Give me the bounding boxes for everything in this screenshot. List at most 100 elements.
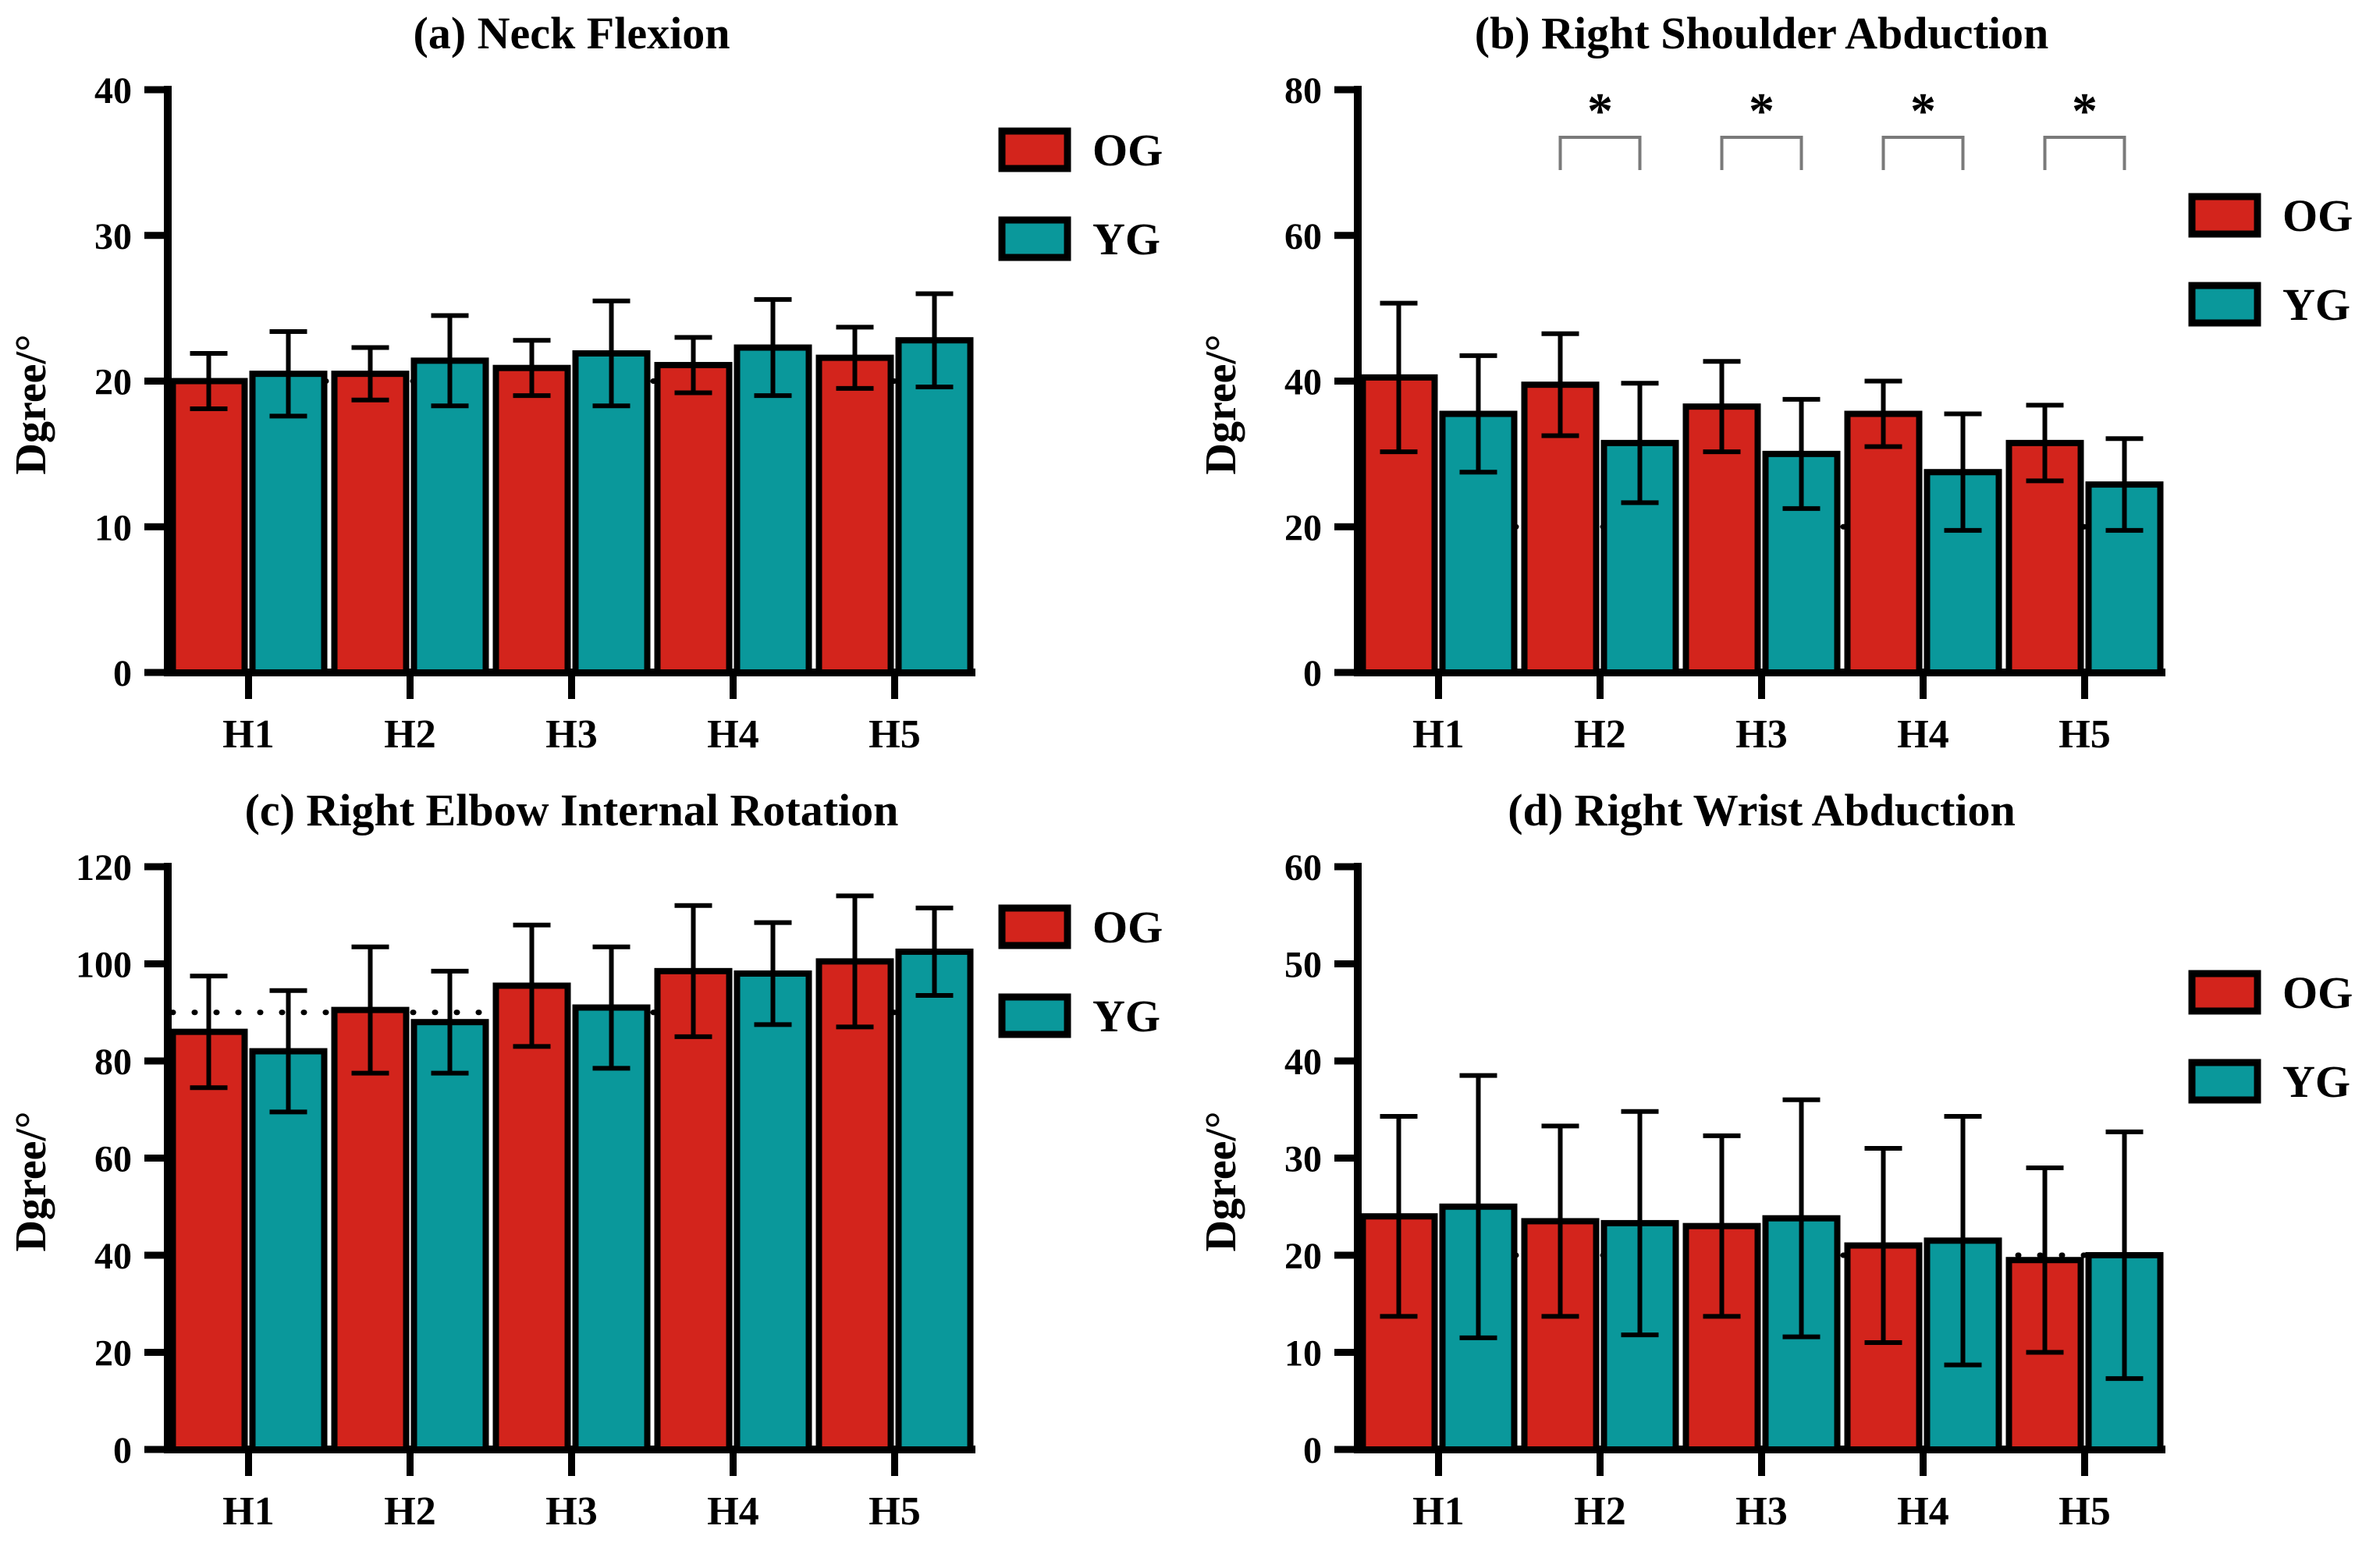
bar-og-h1 [169, 378, 248, 676]
panel-a: (a) Neck Flexion 0 10 20 30 40 Dgree/° H1 H2 H3 H4… [0, 0, 1190, 777]
y-tick-label: 10 [94, 507, 132, 548]
bar-yg-h5 [895, 337, 974, 676]
bar-og-h4 [654, 967, 733, 1453]
y-tick-label: 30 [94, 216, 132, 257]
x-category-label: H3 [545, 712, 597, 757]
x-category-label: H3 [1735, 712, 1787, 757]
y-tick-label: 0 [1303, 1430, 1322, 1471]
y-tick-label: 30 [1284, 1139, 1322, 1180]
significance-bracket [2043, 136, 2126, 170]
x-category-label: H1 [222, 1489, 274, 1534]
bar-yg-h3 [572, 1004, 651, 1453]
y-axis-label: Dgree/° [1197, 1112, 1245, 1252]
x-category-label: H3 [1735, 1489, 1787, 1534]
bar-yg-h2 [410, 1019, 489, 1453]
bar-yg-h1 [249, 371, 328, 676]
y-tick-label: 60 [1284, 847, 1322, 889]
legend-label-og: OG [2282, 190, 2353, 241]
legend-label-yg: YG [1092, 214, 1160, 264]
x-category-label: H5 [2059, 712, 2110, 757]
legend-label-yg: YG [1092, 991, 1160, 1041]
bar-yg-h2 [410, 357, 489, 676]
y-tick-label: 20 [94, 1333, 132, 1375]
x-category-label: H2 [384, 1489, 435, 1534]
legend-label-yg: YG [2282, 279, 2350, 330]
bar-og-h2 [331, 371, 410, 676]
y-tick-label: 0 [113, 653, 132, 694]
panel-b: (b) Right Shoulder Abduction 0 20 40 60 80 Dgr… [1190, 0, 2380, 777]
legend-label-yg: YG [2282, 1056, 2350, 1107]
y-tick-label: 10 [1284, 1333, 1322, 1375]
bar-yg-h5 [895, 948, 974, 1453]
y-tick-label: 40 [1284, 1041, 1322, 1083]
y-axis-label: Dgree/° [1197, 335, 1245, 475]
y-tick-label: 60 [1284, 216, 1322, 257]
y-tick-label: 80 [94, 1041, 132, 1083]
x-category-label: H1 [1412, 712, 1464, 757]
y-tick-label: 40 [1284, 362, 1322, 403]
bar-og-h3 [492, 982, 571, 1453]
y-tick-label: 20 [1284, 507, 1322, 548]
y-tick-label: 0 [113, 1430, 132, 1471]
x-category-label: H5 [869, 1489, 920, 1534]
panel-b-chart: (b) Right Shoulder Abduction 0 20 40 60 80 Dgr… [1197, 8, 2353, 757]
legend-swatch-yg [2188, 1059, 2261, 1104]
y-tick-label: 120 [76, 847, 132, 889]
panel-d-chart: (d) Right Wrist Abduction 0 10 20 30 40 50 60 Dg… [1197, 785, 2353, 1534]
significance-asterisk: * [1587, 83, 1613, 140]
y-axis-label: Dgree/° [7, 335, 55, 475]
panel-title: (a) Neck Flexion [414, 8, 730, 59]
y-tick-label: 80 [1284, 70, 1322, 112]
y-tick-label: 100 [76, 945, 132, 986]
significance-bracket [1881, 136, 1965, 170]
x-category-label: H2 [384, 712, 435, 757]
panel-c-chart: (c) Right Elbow Internal Rotation 0 20 40 60… [7, 785, 1163, 1534]
significance-bracket [1720, 136, 1803, 170]
y-tick-label: 60 [94, 1139, 132, 1180]
x-category-label: H4 [707, 1489, 758, 1534]
panel-title: (c) Right Elbow Internal Rotation [245, 785, 899, 836]
bar-og-h1 [169, 1028, 248, 1453]
significance-asterisk: * [2072, 83, 2098, 140]
bar-og-h5 [815, 958, 894, 1453]
bar-og-h3 [492, 364, 571, 676]
x-category-label: H4 [1897, 712, 1948, 757]
bar-yg-h4 [734, 970, 812, 1453]
x-category-label: H4 [707, 712, 758, 757]
bar-og-h4 [654, 361, 733, 676]
legend-swatch-og [998, 904, 1071, 949]
x-category-label: H5 [2059, 1489, 2110, 1534]
y-tick-label: 20 [94, 362, 132, 403]
x-category-label: H2 [1574, 1489, 1625, 1534]
legend-swatch-yg [2188, 282, 2261, 327]
x-category-label: H1 [1412, 1489, 1464, 1534]
legend-label-og: OG [2282, 967, 2353, 1018]
bar-og-h4 [1844, 410, 1923, 676]
legend-swatch-og [2188, 193, 2261, 238]
x-category-label: H4 [1897, 1489, 1948, 1534]
legend-label-og: OG [1092, 125, 1163, 176]
bar-og-h2 [331, 1006, 410, 1453]
significance-asterisk: * [1749, 83, 1774, 140]
x-category-label: H1 [222, 712, 274, 757]
legend-swatch-og [2188, 970, 2261, 1015]
y-tick-label: 40 [94, 70, 132, 112]
significance-bracket [1558, 136, 1642, 170]
significance-asterisk: * [1910, 83, 1936, 140]
panel-c: (c) Right Elbow Internal Rotation 0 20 40 60… [0, 777, 1190, 1554]
legend-swatch-og [998, 127, 1071, 172]
y-tick-label: 50 [1284, 945, 1322, 986]
bar-yg-h1 [249, 1048, 328, 1453]
x-category-label: H2 [1574, 712, 1625, 757]
legend-label-og: OG [1092, 902, 1163, 953]
panel-title: (d) Right Wrist Abduction [1508, 785, 2016, 836]
x-category-label: H3 [545, 1489, 597, 1534]
y-tick-label: 20 [1284, 1236, 1322, 1277]
y-axis-label: Dgree/° [7, 1112, 55, 1252]
panel-a-chart: (a) Neck Flexion 0 10 20 30 40 Dgree/° H1 H2 H3 H4… [7, 8, 1163, 757]
x-category-label: H5 [869, 712, 920, 757]
y-tick-label: 0 [1303, 653, 1322, 694]
panel-d: (d) Right Wrist Abduction 0 10 20 30 40 50 60 Dg… [1190, 777, 2380, 1554]
legend-swatch-yg [998, 216, 1071, 261]
